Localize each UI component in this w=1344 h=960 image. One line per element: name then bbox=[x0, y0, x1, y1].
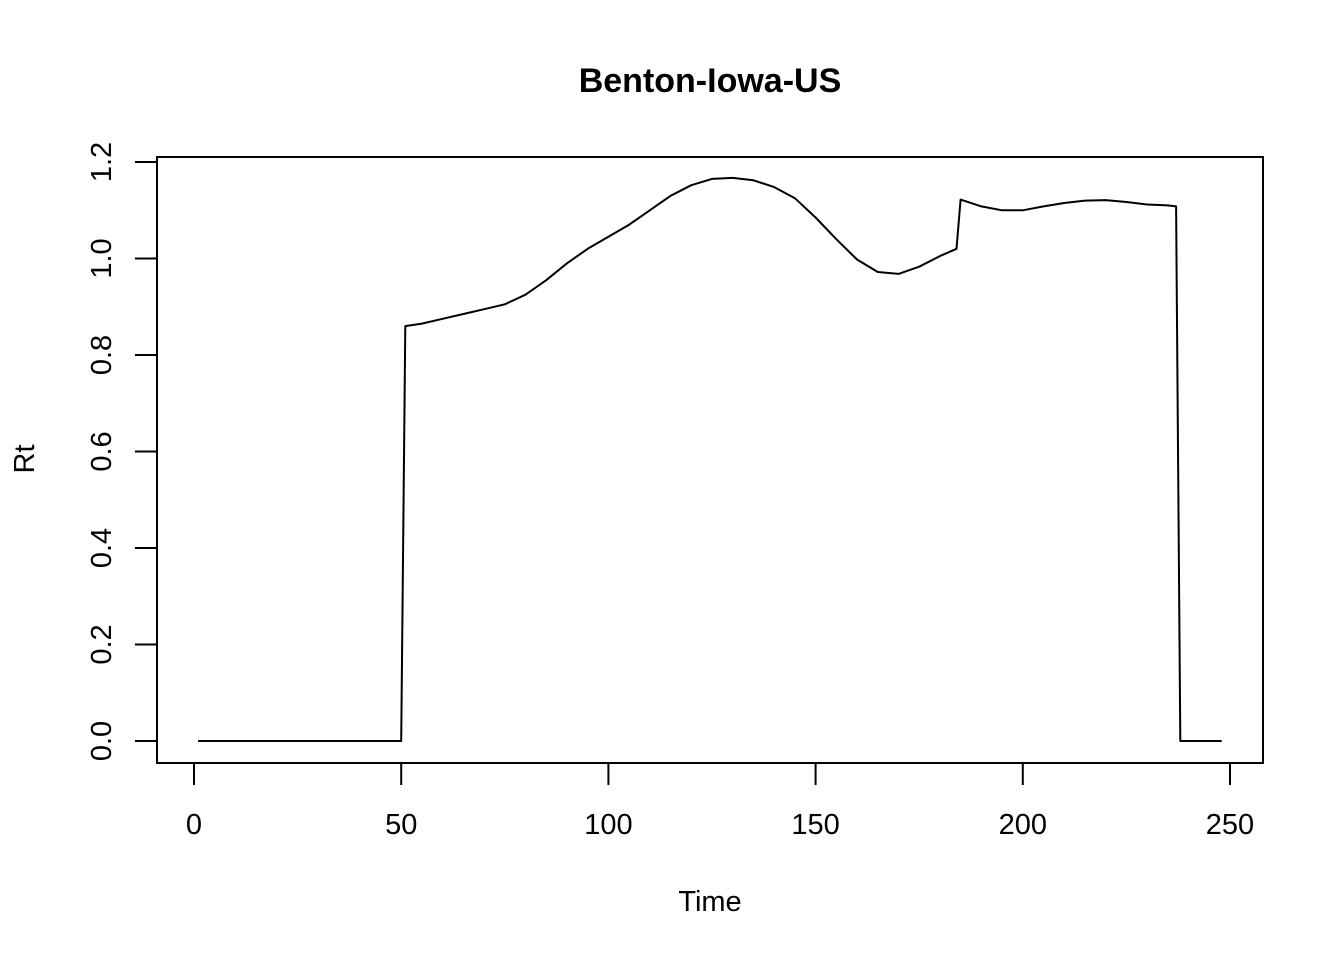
x-axis-label: Time bbox=[678, 886, 741, 918]
x-tick-label: 200 bbox=[999, 809, 1047, 841]
x-tick-label: 100 bbox=[584, 809, 632, 841]
y-axis-label: Rt bbox=[9, 445, 41, 474]
y-tick-label: 0.8 bbox=[86, 335, 118, 375]
x-axis: 0 50 100 150 200 250 bbox=[186, 763, 1254, 841]
chart-title: Benton-Iowa-US bbox=[579, 62, 842, 100]
y-tick-label: 1.0 bbox=[86, 238, 118, 278]
plot-frame bbox=[157, 157, 1263, 763]
y-tick-label: 0.2 bbox=[86, 624, 118, 664]
x-tick-label: 150 bbox=[791, 809, 839, 841]
rt-series-line bbox=[198, 178, 1222, 741]
y-tick-label: 1.2 bbox=[86, 142, 118, 182]
y-tick-label: 0.4 bbox=[86, 528, 118, 568]
y-tick-label: 0.6 bbox=[86, 431, 118, 471]
x-tick-label: 0 bbox=[186, 809, 202, 841]
y-tick-label: 0.0 bbox=[86, 721, 118, 761]
x-tick-label: 250 bbox=[1206, 809, 1254, 841]
series-layer bbox=[198, 178, 1222, 741]
y-axis: 0.0 0.2 0.4 0.6 0.8 1.0 1.2 bbox=[86, 142, 157, 761]
x-tick-label: 50 bbox=[385, 809, 417, 841]
